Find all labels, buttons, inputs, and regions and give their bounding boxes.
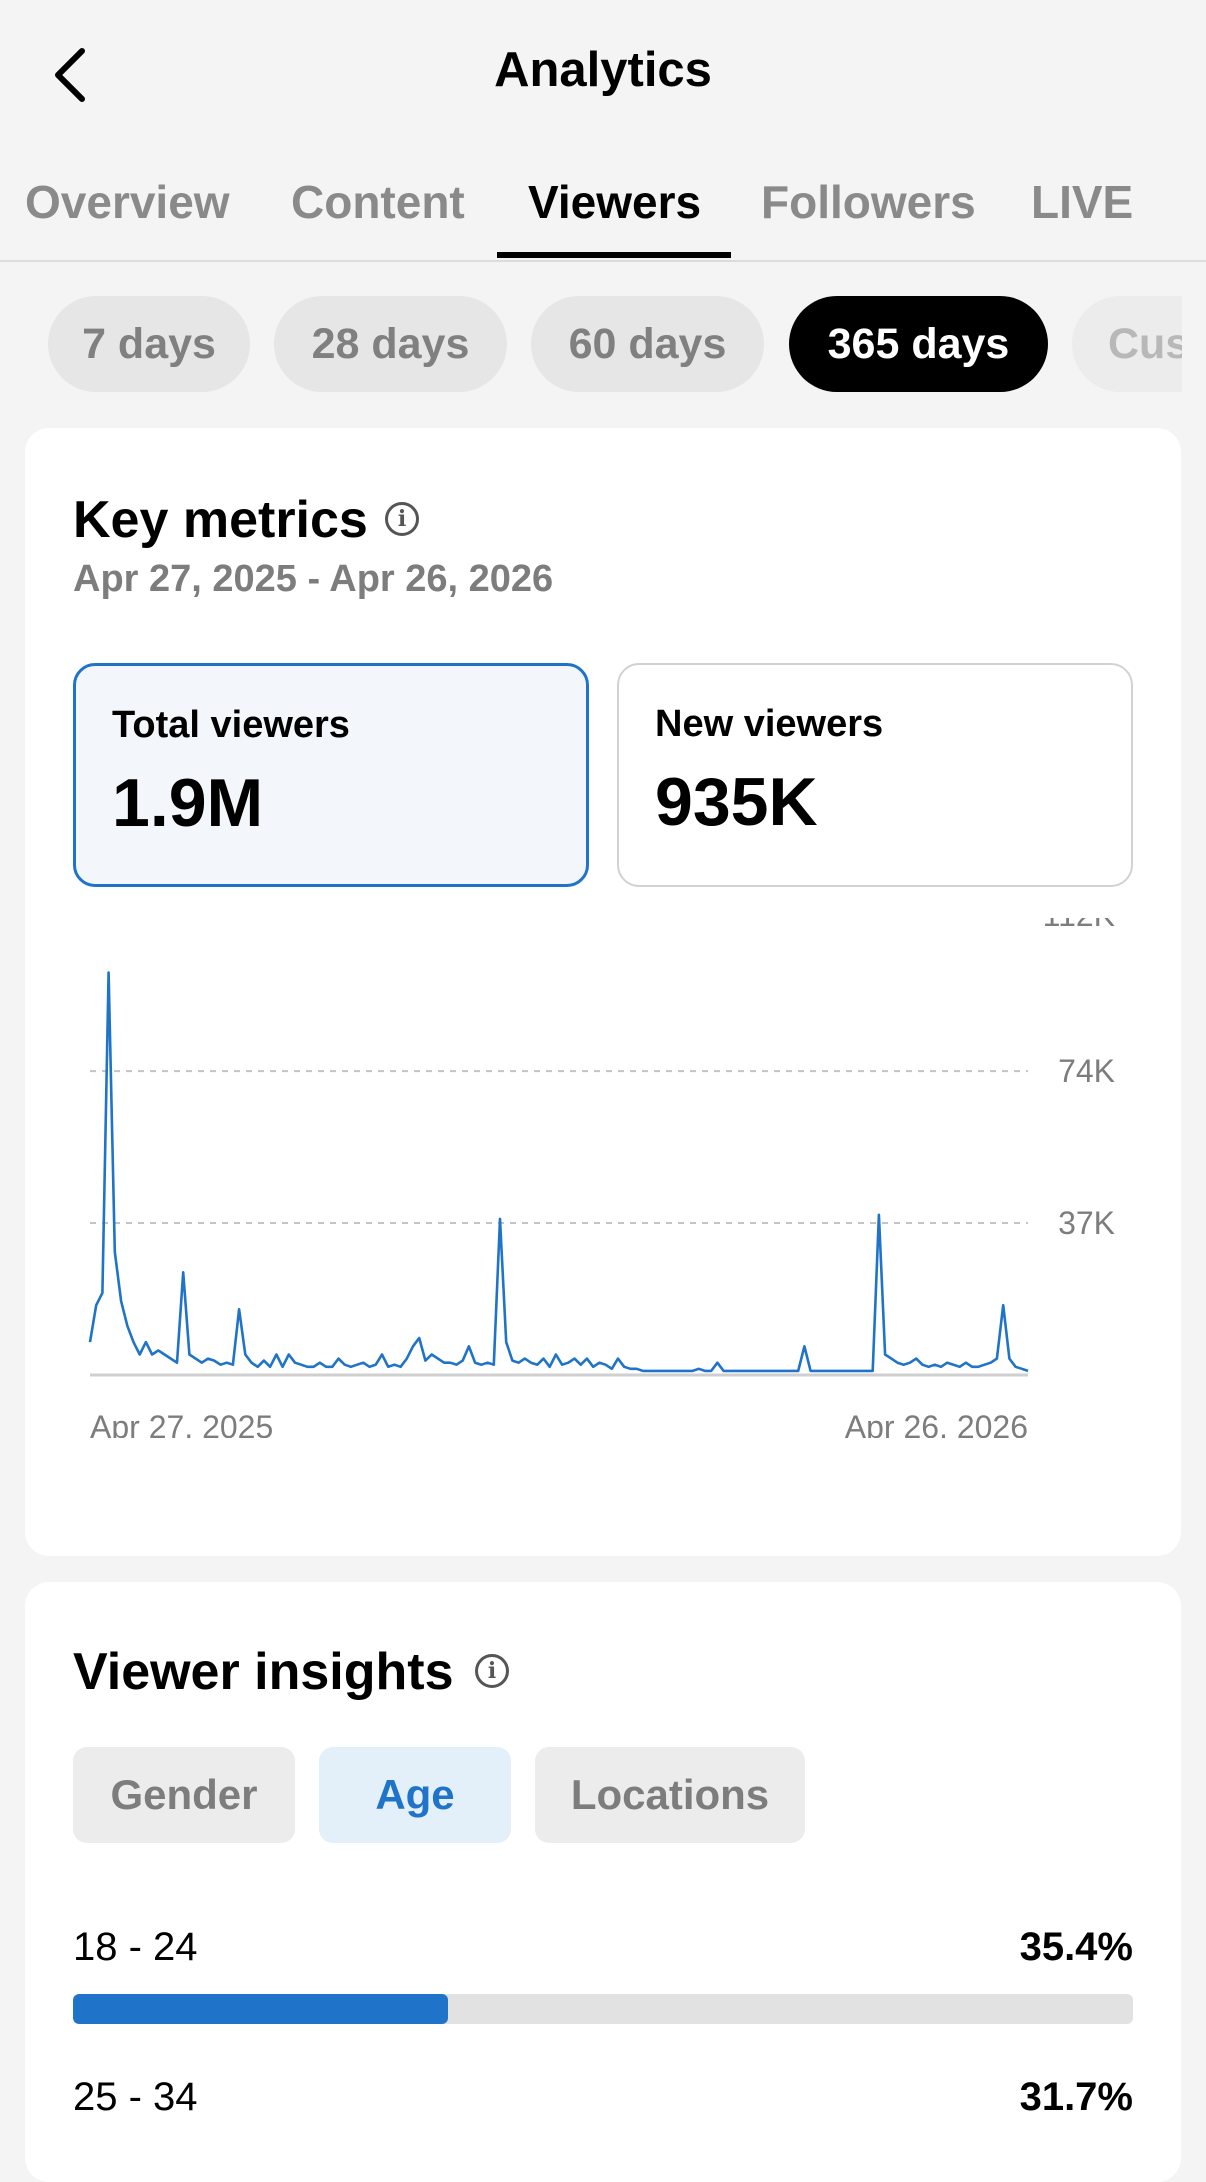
age-group-percent: 31.7%: [1019, 2075, 1133, 2119]
range-60-days[interactable]: 60 days: [531, 296, 764, 392]
key-metrics-title: Key metrics: [73, 491, 368, 549]
age-bar-track: [73, 1994, 1133, 2024]
range-7-days[interactable]: 7 days: [48, 296, 250, 392]
tab-overview[interactable]: Overview: [25, 176, 230, 228]
date-range-label: Apr 27, 2025 - Apr 26, 2026: [73, 558, 554, 600]
new-viewers-card[interactable]: New viewers 935K: [617, 663, 1133, 887]
active-tab-indicator: [497, 252, 731, 258]
tab-content[interactable]: Content: [291, 176, 465, 228]
segment-gender[interactable]: Gender: [73, 1747, 295, 1843]
age-group-label: 25 - 34: [73, 2075, 198, 2119]
age-bar-fill: [73, 1994, 449, 2024]
metric-label: New viewers: [655, 703, 884, 745]
info-icon[interactable]: i: [475, 1654, 509, 1688]
range-28-days[interactable]: 28 days: [274, 296, 507, 392]
page-title: Analytics: [494, 43, 712, 97]
age-group-percent: 35.4%: [1019, 1925, 1133, 1969]
tab-followers[interactable]: Followers: [761, 176, 976, 228]
segment-age[interactable]: Age: [319, 1747, 511, 1843]
metric-value: 935K: [655, 764, 818, 840]
range-custom[interactable]: Cus: [1072, 296, 1182, 392]
tab-viewers[interactable]: Viewers: [528, 176, 702, 228]
x-tick-label: Apr 26, 2026: [845, 1409, 1028, 1438]
info-icon[interactable]: i: [385, 502, 419, 536]
metric-value: 1.9M: [112, 765, 264, 841]
y-tick-label: 112K: [1043, 918, 1115, 933]
top-bar: Analytics: [0, 0, 1206, 145]
viewer-insights-card: Viewer insights i Gender Age Locations 1…: [25, 1582, 1181, 2182]
age-group-label: 18 - 24: [73, 1925, 198, 1969]
back-button[interactable]: [40, 40, 100, 110]
date-range-selector: 7 days 28 days 60 days 365 days Cus: [0, 296, 1182, 392]
x-tick-label: Apr 27, 2025: [90, 1409, 273, 1438]
tab-bar: Overview Content Viewers Followers LIVE: [0, 160, 1206, 262]
total-viewers-card[interactable]: Total viewers 1.9M: [73, 663, 589, 887]
viewer-insights-title: Viewer insights: [73, 1643, 454, 1701]
series-line: [88, 971, 1029, 1373]
chevron-left-icon: [55, 48, 85, 102]
key-metrics-card: Key metrics i Apr 27, 2025 - Apr 26, 202…: [25, 428, 1181, 1556]
segment-locations[interactable]: Locations: [535, 1747, 805, 1843]
range-365-days[interactable]: 365 days: [789, 296, 1048, 392]
y-tick-label: 74K: [1058, 1053, 1115, 1089]
metric-label: Total viewers: [112, 704, 350, 746]
tab-live[interactable]: LIVE: [1031, 176, 1134, 228]
y-tick-label: 37K: [1058, 1205, 1115, 1241]
viewers-line-chart: 37K 74K 112K Apr 27, 2025 Apr 26, 2026: [88, 918, 1115, 1438]
